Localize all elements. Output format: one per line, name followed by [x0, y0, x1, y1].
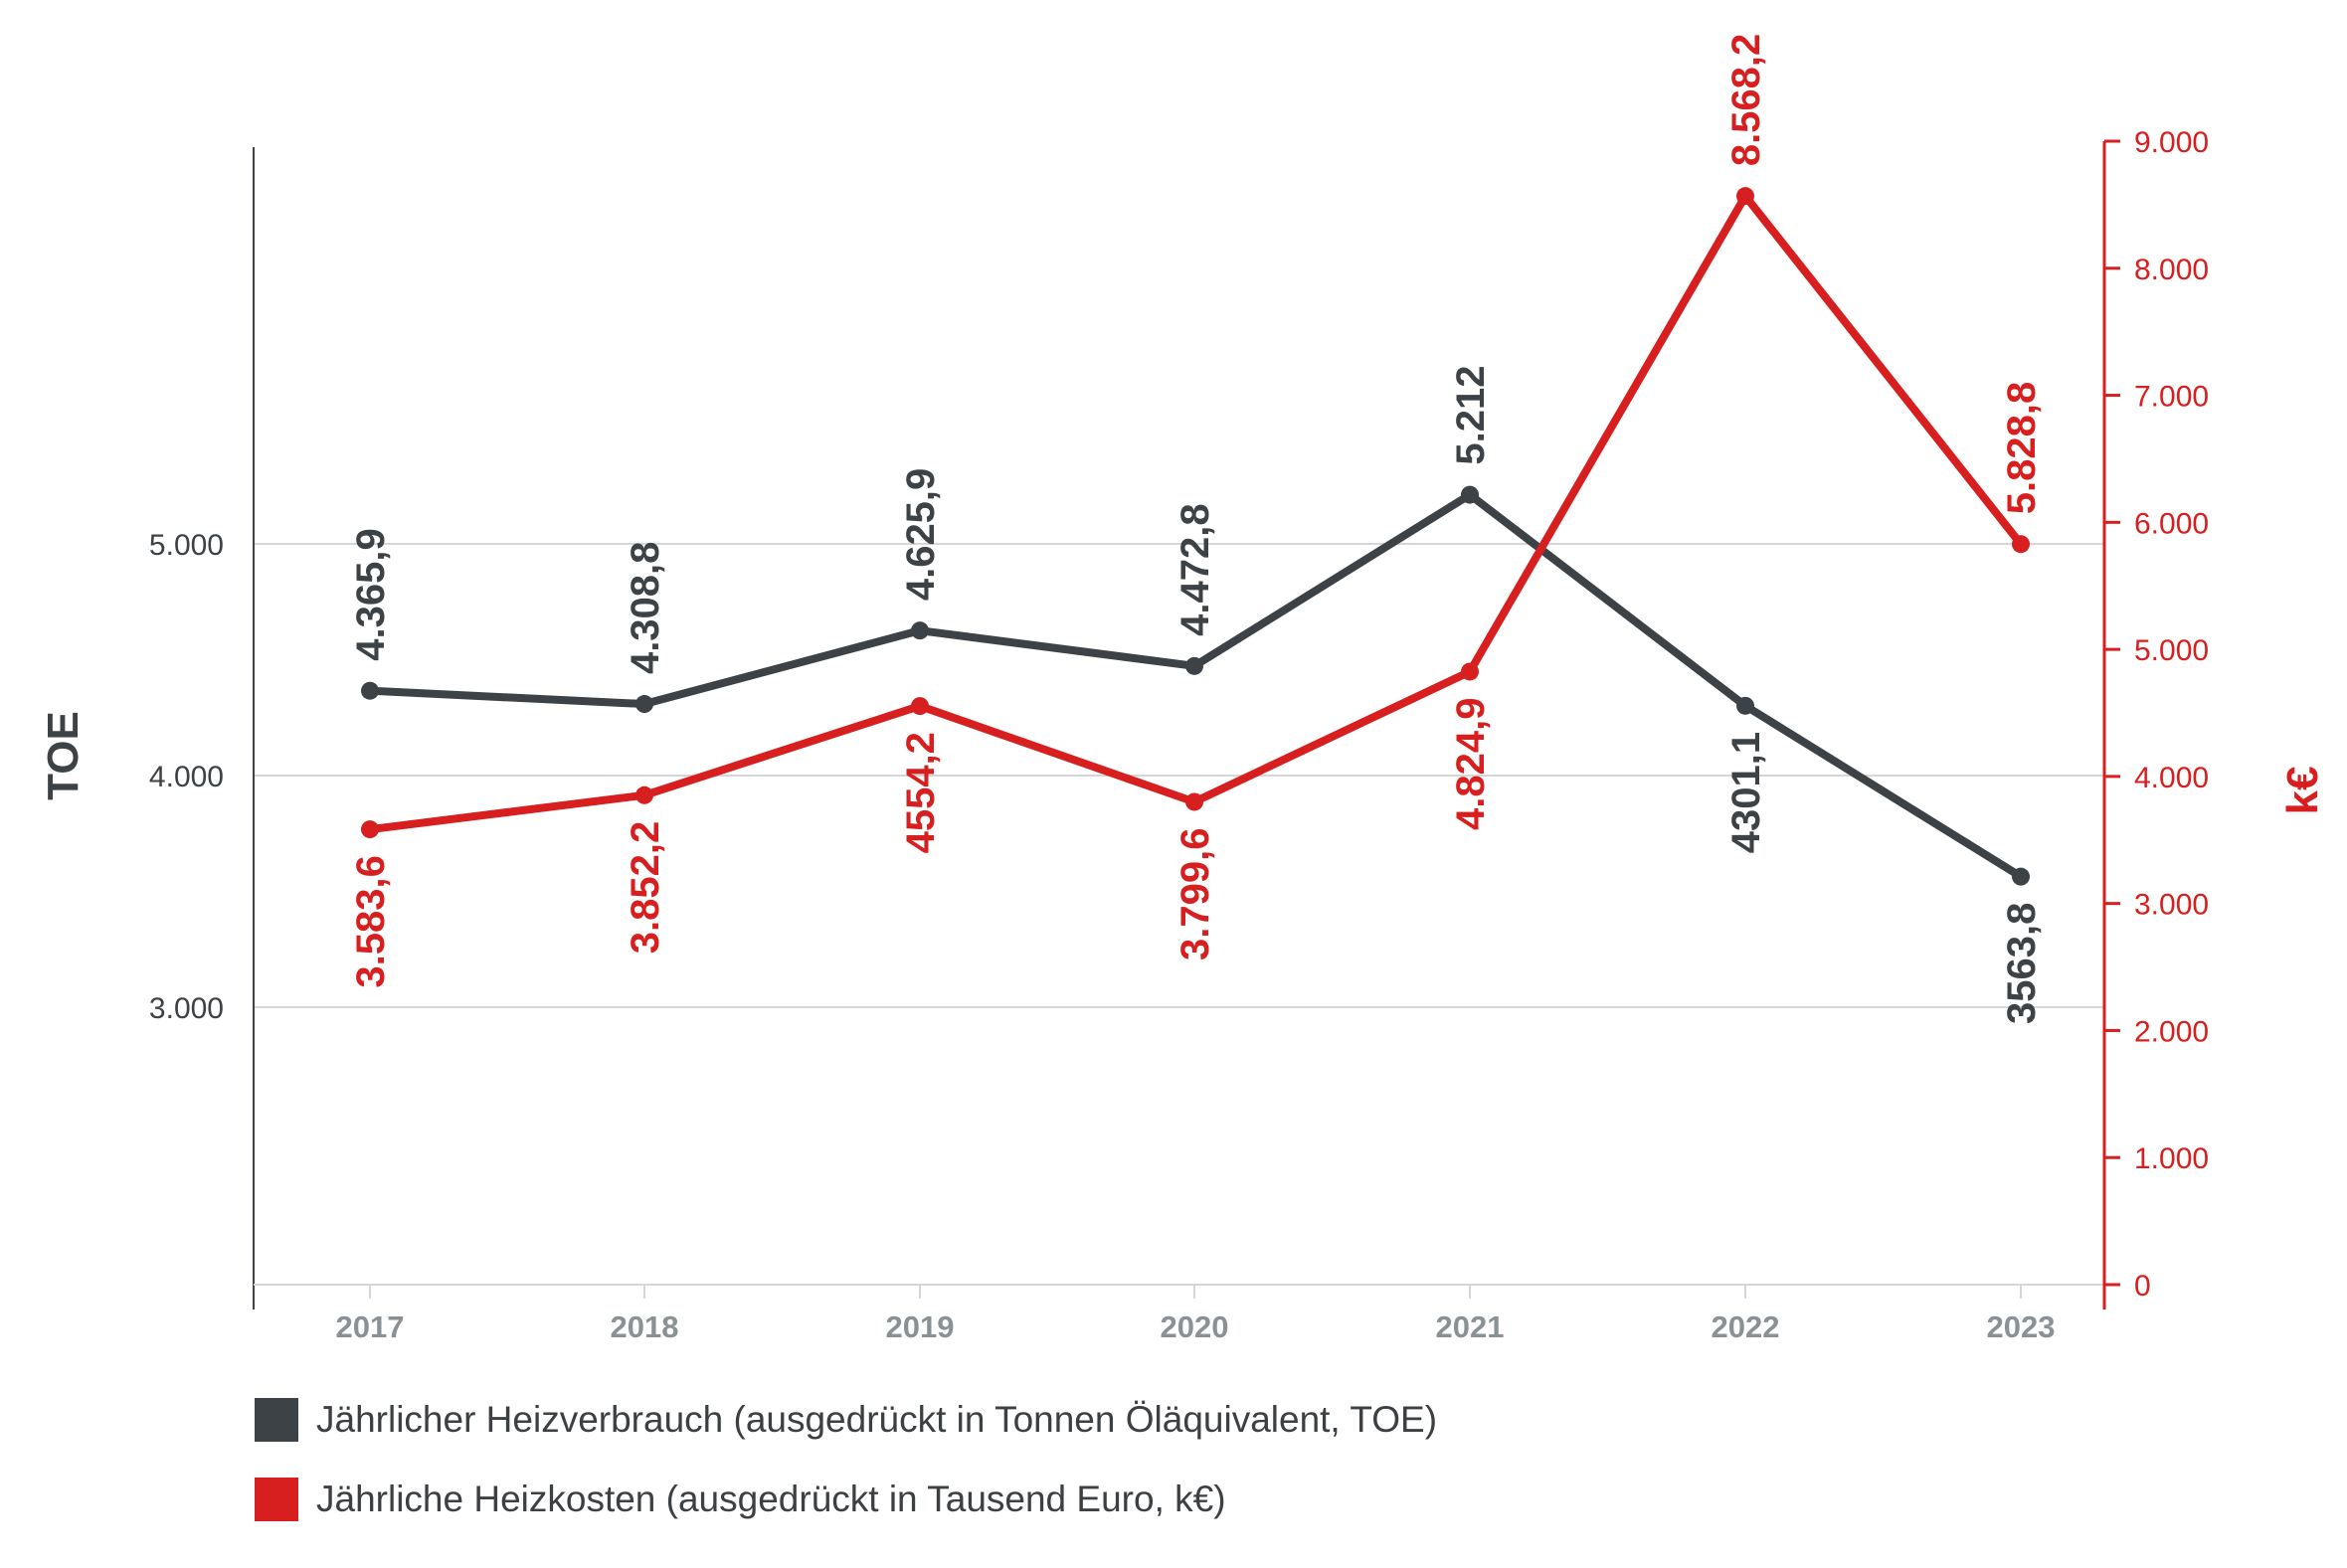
- legend-swatch-costs: [255, 1478, 298, 1521]
- legend-item-consumption: Jährlicher Heizverbrauch (ausgedrückt in…: [255, 1390, 2144, 1450]
- y-right-tick-label: 9.000: [2134, 126, 2209, 159]
- consumption-data-label: 4.472,8: [1174, 503, 1217, 635]
- costs-point: [1185, 792, 1203, 811]
- y-right-tick-label: 6.000: [2134, 507, 2209, 540]
- y-right-tick-label: 1.000: [2134, 1142, 2209, 1175]
- consumption-point: [2012, 867, 2030, 886]
- consumption-data-label: 4301,1: [1724, 732, 1768, 853]
- costs-data-label: 5.828,8: [2000, 382, 2044, 514]
- consumption-data-label: 5.212: [1449, 365, 1493, 464]
- x-tick-label: 2022: [1712, 1309, 1780, 1344]
- costs-point: [635, 785, 653, 804]
- costs-data-label: 3.583,6: [349, 855, 393, 987]
- data-labels: 4.365,9 4.308,8 4.625,9 4.472,8 5.212 4301,1 3…: [349, 34, 2044, 1024]
- costs-point: [911, 697, 929, 716]
- axes: 3.000 4.000 5.000 0 1.000 2.000 3.000 4.000 5.00…: [39, 126, 2327, 1344]
- legend-item-costs: Jährliche Heizkosten (ausgedrückt in Tau…: [255, 1470, 2144, 1529]
- costs-data-label: 8.568,2: [1724, 34, 1768, 166]
- x-tick-label: 2020: [1161, 1309, 1229, 1344]
- consumption-point: [361, 681, 379, 700]
- costs-data-label: 4554,2: [899, 732, 943, 853]
- consumption-point: [1185, 656, 1203, 675]
- x-tick-label: 2019: [886, 1309, 955, 1344]
- consumption-data-label: 3563,8: [2000, 903, 2044, 1024]
- data-points: [361, 187, 2030, 886]
- y-left-tick-label: 5.000: [149, 529, 224, 562]
- costs-data-label: 3.799,6: [1174, 827, 1217, 959]
- y-right-tick-label: 4.000: [2134, 762, 2209, 794]
- x-tick-label: 2017: [336, 1309, 405, 1344]
- x-tick-label: 2021: [1436, 1309, 1505, 1344]
- costs-data-label: 3.852,2: [624, 821, 667, 954]
- x-tick-label: 2023: [1987, 1309, 2056, 1344]
- legend-label-costs: Jährliche Heizkosten (ausgedrückt in Tau…: [316, 1479, 1226, 1519]
- y-left-tick-label: 4.000: [149, 761, 224, 793]
- y-right-tick-label: 0: [2134, 1270, 2151, 1303]
- y-right-tick-label: 8.000: [2134, 254, 2209, 286]
- legend-label-consumption: Jährlicher Heizverbrauch (ausgedrückt in…: [316, 1399, 1438, 1440]
- costs-point: [361, 820, 379, 839]
- consumption-point: [1461, 485, 1479, 504]
- costs-point: [2012, 535, 2030, 554]
- costs-data-label: 4.824,9: [1449, 697, 1493, 829]
- y-right-tick-label: 2.000: [2134, 1015, 2209, 1048]
- legend: Jährlicher Heizverbrauch (ausgedrückt in…: [255, 1390, 2144, 1549]
- y-right-axis-title: k€: [2278, 767, 2327, 815]
- gridlines: [254, 543, 2104, 1008]
- consumption-data-label: 4.308,8: [624, 542, 667, 674]
- consumption-point: [911, 621, 929, 640]
- consumption-point: [1736, 696, 1754, 715]
- costs-point: [1461, 662, 1479, 681]
- costs-point: [1736, 187, 1754, 206]
- y-left-axis-title: TOE: [39, 711, 88, 800]
- y-left-tick-label: 3.000: [149, 992, 224, 1025]
- legend-swatch-consumption: [255, 1398, 298, 1442]
- consumption-data-label: 4.625,9: [899, 468, 943, 601]
- consumption-data-label: 4.365,9: [349, 528, 393, 660]
- y-right-tick-label: 3.000: [2134, 889, 2209, 922]
- y-right-tick-label: 7.000: [2134, 381, 2209, 414]
- consumption-point: [635, 695, 653, 714]
- y-right-tick-label: 5.000: [2134, 634, 2209, 667]
- x-tick-label: 2018: [611, 1309, 679, 1344]
